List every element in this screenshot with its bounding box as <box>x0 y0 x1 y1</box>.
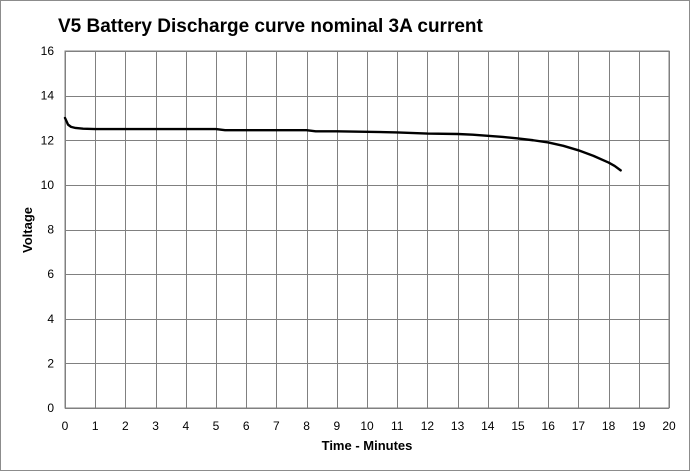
y-tick-label-0: 0 <box>47 401 54 415</box>
x-tick-labels: 0 1 2 3 4 5 6 7 8 9 10 11 12 13 14 15 16 17 18 19 20 <box>62 419 676 433</box>
x-tick-label-0: 0 <box>62 419 69 433</box>
x-tick-label-7: 7 <box>273 419 280 433</box>
series-layer <box>63 116 622 172</box>
x-tick-label-8: 8 <box>303 419 310 433</box>
y-tick-label-2: 2 <box>47 356 54 370</box>
x-tick-label-12: 12 <box>421 419 435 433</box>
x-tick-label-18: 18 <box>602 419 616 433</box>
x-tick-label-3: 3 <box>152 419 159 433</box>
y-tick-label-12: 12 <box>41 133 55 147</box>
x-tick-label-17: 17 <box>572 419 586 433</box>
x-axis-label: Time - Minutes <box>322 438 413 453</box>
x-tick-label-19: 19 <box>632 419 646 433</box>
x-tick-label-11: 11 <box>391 419 404 433</box>
x-tick-label-16: 16 <box>542 419 556 433</box>
y-tick-label-16: 16 <box>41 44 55 58</box>
x-tick-label-5: 5 <box>213 419 220 433</box>
x-tick-label-13: 13 <box>451 419 465 433</box>
x-tick-label-20: 20 <box>662 419 676 433</box>
x-tick-label-14: 14 <box>481 419 495 433</box>
chart-title: V5 Battery Discharge curve nominal 3A cu… <box>58 16 484 37</box>
plot-area <box>64 50 670 409</box>
series-line-0 <box>63 116 622 172</box>
x-tick-label-1: 1 <box>92 419 99 433</box>
y-tick-label-14: 14 <box>41 89 55 103</box>
y-tick-label-6: 6 <box>47 267 54 281</box>
x-tick-label-10: 10 <box>360 419 374 433</box>
x-tick-label-9: 9 <box>333 419 340 433</box>
y-tick-label-4: 4 <box>47 312 54 326</box>
y-tick-label-10: 10 <box>41 178 55 192</box>
x-tick-label-4: 4 <box>182 419 189 433</box>
x-tick-label-2: 2 <box>122 419 129 433</box>
x-tick-label-15: 15 <box>511 419 525 433</box>
x-tick-label-6: 6 <box>243 419 250 433</box>
y-axis-label: Voltage <box>20 207 35 253</box>
grid-lines <box>65 51 670 409</box>
y-tick-labels: 0 2 4 6 8 10 12 14 16 <box>41 44 55 415</box>
y-tick-label-8: 8 <box>47 223 54 237</box>
